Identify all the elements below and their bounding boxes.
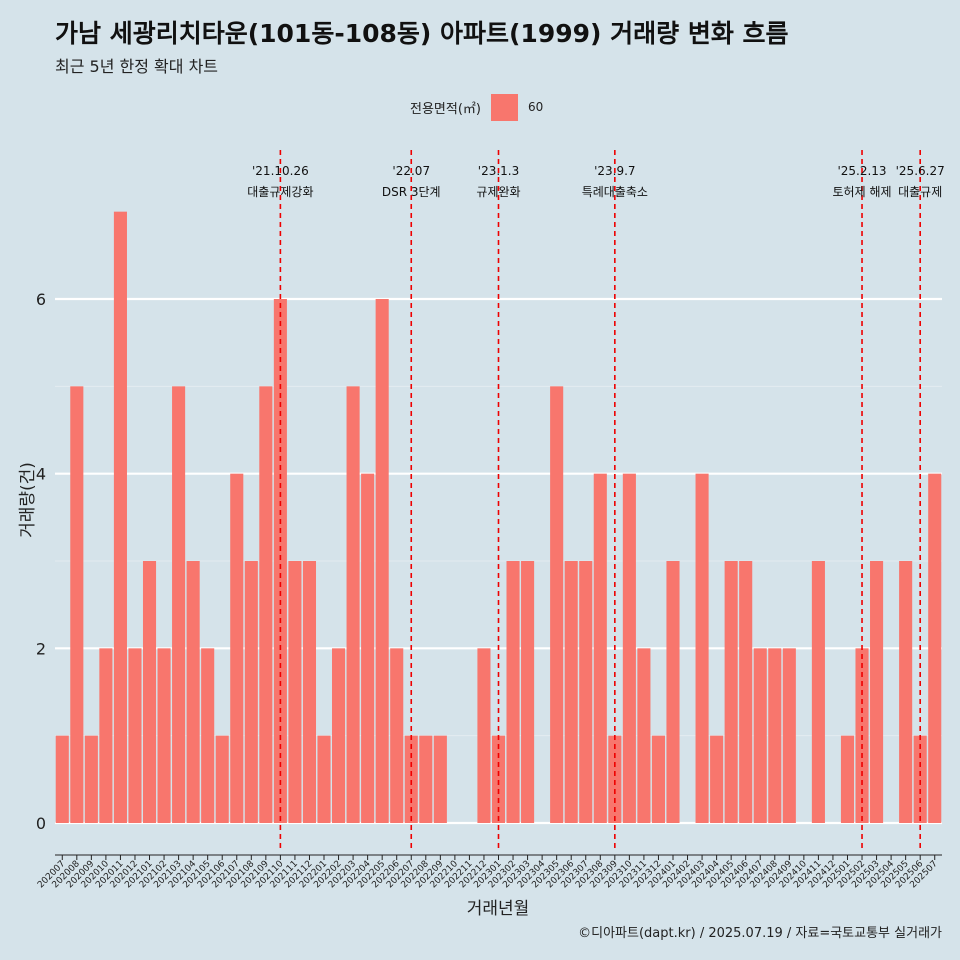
annotation-label: 대출규제강화	[247, 185, 313, 199]
bar	[506, 561, 520, 823]
bar	[84, 735, 98, 823]
bar	[70, 386, 84, 823]
bar	[724, 561, 738, 823]
bar	[433, 735, 447, 823]
bar	[666, 561, 680, 823]
chart-subtitle: 최근 5년 한정 확대 차트	[55, 57, 219, 76]
annotation-date: '23.9.7	[594, 164, 635, 178]
bar	[550, 386, 564, 823]
bar	[346, 386, 360, 823]
annotation-date: '22.07	[392, 164, 430, 178]
bar	[768, 648, 782, 823]
y-axis-title: 거래량(건)	[18, 462, 38, 538]
bar	[317, 735, 331, 823]
annotations: '21.10.26 대출규제강화 '22.07 DSR 3단계 '23.1.3 규제완화 '…	[247, 150, 945, 850]
y-axis: 0 2 4 6	[36, 290, 46, 833]
bars	[55, 211, 942, 823]
y-tick-label: 4	[36, 465, 46, 484]
annotation-label: 대출규제	[898, 185, 942, 199]
annotation-date: '25.2.13	[837, 164, 886, 178]
bar	[870, 561, 884, 823]
bar	[99, 648, 113, 823]
bar	[739, 561, 753, 823]
bar	[840, 735, 855, 823]
legend: 전용면적(㎡) 60	[410, 93, 543, 121]
bar	[375, 299, 389, 823]
bar	[361, 473, 375, 823]
annotation-date: '21.10.26	[252, 164, 309, 178]
bar	[899, 561, 913, 823]
y-tick-label: 0	[36, 814, 46, 833]
bar	[230, 473, 244, 823]
bar	[622, 473, 636, 823]
bar	[215, 735, 229, 823]
bar	[172, 386, 186, 823]
bar	[477, 648, 491, 823]
bar	[782, 648, 796, 823]
bar	[302, 561, 317, 823]
bar	[142, 561, 157, 823]
bar	[564, 561, 578, 823]
bar	[55, 735, 69, 823]
legend-label: 60	[527, 100, 544, 114]
bar	[390, 648, 404, 823]
annotation-label: 특례대출축소	[582, 185, 648, 199]
bar	[928, 473, 942, 823]
annotation-label: 토허제 해제	[833, 185, 892, 199]
bar	[695, 473, 709, 823]
bar	[593, 473, 607, 823]
bar	[332, 648, 346, 823]
bar	[419, 735, 433, 823]
y-tick-label: 2	[36, 639, 46, 658]
bar	[244, 561, 258, 823]
bar	[201, 648, 215, 823]
bar	[288, 561, 302, 823]
bar	[608, 735, 622, 823]
x-axis: 2020072020082020092020102020112020122021…	[36, 854, 942, 890]
bar	[521, 561, 535, 823]
bar	[128, 648, 142, 823]
annotation-date: '25.6.27	[896, 164, 945, 178]
bar	[710, 735, 724, 823]
annotation-date: '23.1.3	[478, 164, 519, 178]
legend-title: 전용면적(㎡)	[410, 101, 481, 117]
bar	[811, 561, 825, 823]
bar	[273, 299, 287, 823]
annotation-label: DSR 3단계	[382, 185, 441, 199]
bar	[913, 735, 927, 823]
bar	[651, 735, 665, 823]
legend-swatch	[490, 93, 518, 121]
chart-title: 가남 세광리치타운(101동-108동) 아파트(1999) 거래량 변화 흐름	[55, 19, 789, 48]
bar	[186, 561, 200, 823]
bar	[259, 386, 273, 823]
caption: ©디아파트(dapt.kr) / 2025.07.19 / 자료=국토교통부 실…	[578, 926, 942, 941]
annotation-label: 규제완화	[476, 185, 520, 199]
bar	[404, 735, 418, 823]
bar	[113, 211, 127, 823]
x-axis-title: 거래년월	[467, 899, 530, 919]
bar	[491, 735, 506, 823]
bar	[579, 561, 593, 823]
bar	[637, 648, 651, 823]
bar	[753, 648, 767, 823]
y-tick-label: 6	[36, 290, 46, 309]
bar	[157, 648, 171, 823]
